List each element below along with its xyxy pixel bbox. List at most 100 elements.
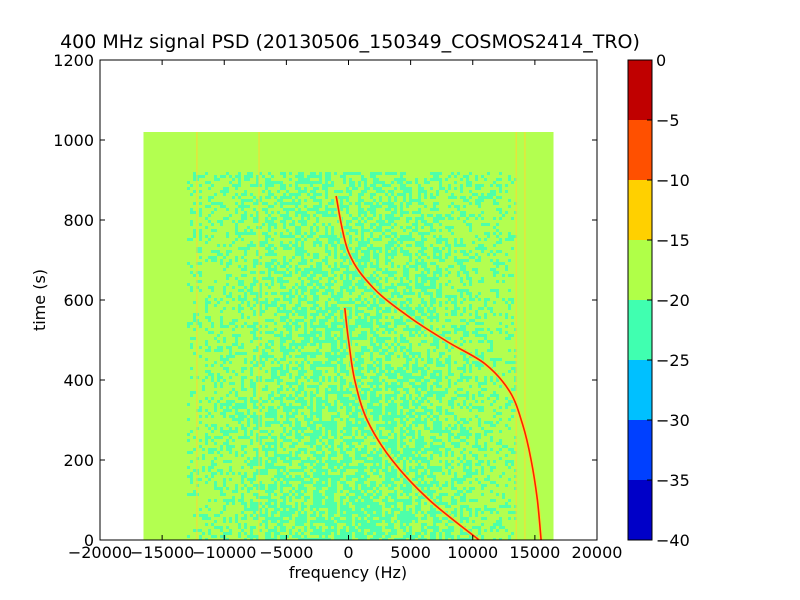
noise-cell <box>355 481 358 484</box>
noise-cell <box>349 439 352 442</box>
noise-cell <box>322 223 325 226</box>
noise-cell <box>247 226 250 229</box>
noise-cell <box>220 223 223 226</box>
noise-cell <box>268 190 271 193</box>
noise-cell <box>334 250 337 253</box>
noise-cell <box>253 502 256 505</box>
noise-cell <box>376 460 379 463</box>
noise-cell <box>331 340 334 343</box>
noise-cell <box>301 469 304 472</box>
noise-cell <box>328 496 331 499</box>
noise-cell <box>430 358 433 361</box>
noise-cell <box>265 472 268 475</box>
noise-cell <box>376 496 379 499</box>
noise-cell <box>211 448 214 451</box>
noise-cell <box>268 226 271 229</box>
noise-cell <box>409 409 412 412</box>
noise-cell <box>280 358 283 361</box>
noise-cell <box>388 394 391 397</box>
noise-cell <box>274 301 277 304</box>
noise-cell <box>199 250 202 253</box>
noise-cell <box>271 457 274 460</box>
noise-cell <box>436 220 439 223</box>
noise-cell <box>421 451 424 454</box>
noise-cell <box>205 415 208 418</box>
noise-cell <box>388 184 391 187</box>
noise-cell <box>346 283 349 286</box>
noise-cell <box>364 475 367 478</box>
noise-cell <box>397 217 400 220</box>
noise-cell <box>376 427 379 430</box>
noise-cell <box>367 430 370 433</box>
noise-cell <box>439 400 442 403</box>
noise-cell <box>226 367 229 370</box>
noise-cell <box>373 409 376 412</box>
noise-cell <box>340 394 343 397</box>
noise-cell <box>454 295 457 298</box>
noise-cell <box>388 370 391 373</box>
noise-cell <box>361 469 364 472</box>
noise-cell <box>487 235 490 238</box>
noise-cell <box>346 265 349 268</box>
noise-cell <box>511 460 514 463</box>
noise-cell <box>493 202 496 205</box>
noise-cell <box>346 478 349 481</box>
noise-cell <box>466 199 469 202</box>
noise-cell <box>250 442 253 445</box>
noise-cell <box>391 409 394 412</box>
noise-cell <box>421 217 424 220</box>
noise-cell <box>466 184 469 187</box>
noise-cell <box>382 418 385 421</box>
noise-cell <box>481 487 484 490</box>
noise-cell <box>340 358 343 361</box>
noise-cell <box>295 391 298 394</box>
noise-cell <box>460 211 463 214</box>
noise-cell <box>265 466 268 469</box>
noise-cell <box>316 448 319 451</box>
noise-cell <box>265 343 268 346</box>
noise-cell <box>343 364 346 367</box>
noise-cell <box>238 205 241 208</box>
noise-cell <box>214 391 217 394</box>
noise-cell <box>460 433 463 436</box>
noise-cell <box>313 187 316 190</box>
noise-cell <box>421 367 424 370</box>
noise-cell <box>361 265 364 268</box>
noise-cell <box>370 193 373 196</box>
noise-cell <box>430 496 433 499</box>
noise-cell <box>289 445 292 448</box>
noise-cell <box>427 223 430 226</box>
noise-cell <box>424 253 427 256</box>
noise-cell <box>247 421 250 424</box>
noise-cell <box>247 289 250 292</box>
noise-cell <box>403 346 406 349</box>
noise-cell <box>325 184 328 187</box>
noise-cell <box>364 484 367 487</box>
noise-cell <box>457 433 460 436</box>
noise-cell <box>274 292 277 295</box>
noise-cell <box>472 256 475 259</box>
noise-cell <box>370 367 373 370</box>
noise-cell <box>394 499 397 502</box>
noise-cell <box>451 412 454 415</box>
noise-cell <box>454 475 457 478</box>
noise-cell <box>340 388 343 391</box>
noise-cell <box>205 376 208 379</box>
noise-cell <box>220 175 223 178</box>
noise-cell <box>508 205 511 208</box>
noise-cell <box>394 322 397 325</box>
noise-cell <box>250 430 253 433</box>
noise-cell <box>325 292 328 295</box>
noise-cell <box>424 418 427 421</box>
noise-cell <box>502 214 505 217</box>
noise-cell <box>223 289 226 292</box>
noise-cell <box>334 346 337 349</box>
noise-cell <box>286 397 289 400</box>
noise-cell <box>319 346 322 349</box>
noise-cell <box>490 466 493 469</box>
noise-cell <box>328 214 331 217</box>
noise-cell <box>310 292 313 295</box>
noise-cell <box>199 274 202 277</box>
noise-cell <box>439 409 442 412</box>
noise-cell <box>277 382 280 385</box>
